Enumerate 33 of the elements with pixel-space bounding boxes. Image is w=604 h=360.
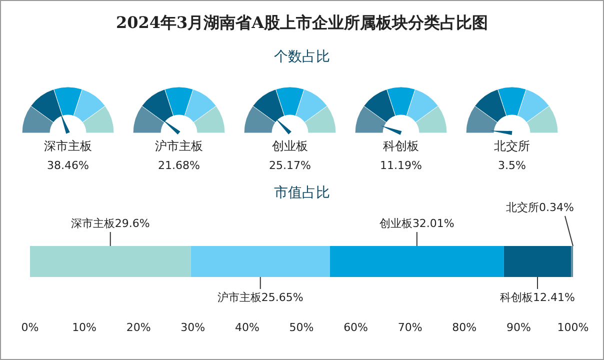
x-tick-label: 20% [126, 321, 151, 334]
category-label: 深市主板 [44, 139, 92, 153]
chart-title: 市值占比 [274, 185, 330, 201]
x-tick-label: 100% [557, 321, 589, 334]
bar [330, 246, 504, 277]
x-tick-label: 0% [21, 321, 39, 334]
x-tick-label: 10% [72, 321, 97, 334]
x-tick-label: 60% [344, 321, 368, 334]
x-tick-label: 50% [289, 321, 314, 334]
x-tick-label: 30% [180, 321, 206, 334]
data-label: 21.68% [158, 159, 200, 172]
data-label: 11.19% [380, 159, 422, 172]
text: 北交所0.34% [506, 201, 574, 214]
category-label: 沪市主板 [155, 139, 203, 153]
category-label: 科创板 [383, 139, 419, 153]
data-label: 38.46% [47, 159, 89, 172]
x-tick-label: 80% [452, 321, 477, 334]
bar [504, 246, 572, 277]
data-label: 3.5% [498, 159, 526, 172]
text: 深市主板29.6% [70, 217, 150, 230]
text: 个数占比 [274, 49, 330, 65]
bar [190, 246, 330, 277]
x-tick-label: 40% [234, 321, 260, 334]
bar [30, 246, 191, 277]
x-tick-label: 70% [398, 321, 422, 334]
text: 2024年3月湖南省A股上市企业所属板块分类占比图 [116, 13, 488, 32]
x-tick-label: 90% [506, 321, 531, 334]
category-label: 北交所 [494, 139, 530, 153]
data-label: 25.17% [269, 159, 311, 172]
text: 科创板12.41% [500, 291, 575, 304]
category-label: 创业板 [272, 139, 308, 153]
text: 沪市主板25.65% [217, 291, 304, 304]
text: 创业板32.01% [379, 217, 454, 230]
